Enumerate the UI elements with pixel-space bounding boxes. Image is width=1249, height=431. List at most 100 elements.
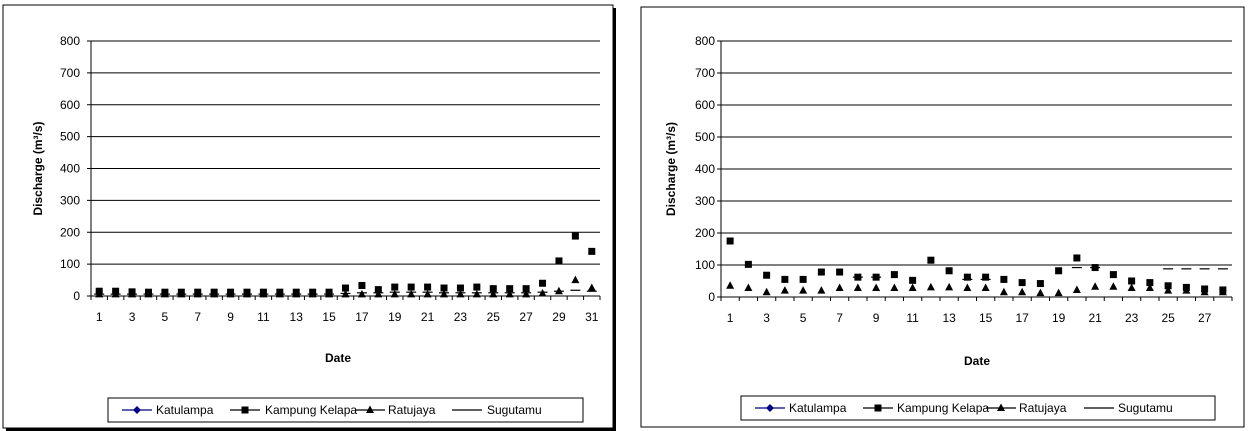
data-point	[853, 283, 862, 292]
data-point	[762, 287, 771, 296]
x-tick-label: 1	[727, 311, 734, 325]
data-point	[981, 283, 990, 292]
y-tick-label: 400	[60, 162, 80, 176]
x-tick-label: 23	[1125, 311, 1139, 325]
data-point	[1000, 275, 1008, 283]
data-point	[423, 289, 432, 298]
data-point	[440, 284, 448, 292]
data-point	[1109, 282, 1118, 290]
data-point	[999, 287, 1008, 296]
data-point	[890, 271, 898, 279]
data-point	[1127, 283, 1136, 292]
data-point	[522, 285, 530, 293]
y-tick-label: 300	[60, 193, 80, 207]
x-tick-label: 31	[585, 310, 599, 324]
legend-label: Ratujaya	[1019, 401, 1067, 415]
data-point	[456, 284, 464, 292]
data-point	[726, 237, 734, 245]
x-tick-label: 3	[129, 310, 136, 324]
data-point	[407, 283, 415, 291]
data-point	[780, 286, 789, 294]
x-tick-label: 3	[763, 311, 770, 325]
data-point	[1164, 286, 1173, 294]
data-point	[927, 256, 935, 264]
data-point	[908, 283, 917, 292]
data-point	[890, 283, 899, 292]
x-tick-label: 5	[162, 310, 169, 324]
data-point	[472, 289, 481, 298]
y-tick-label: 800	[60, 34, 80, 48]
y-axis-title: Discharge (m³/s)	[31, 121, 45, 215]
data-point	[1036, 288, 1045, 297]
legend-marker	[997, 403, 1005, 411]
chart-panel-1: 0 100 200 300 400 500 600 700 800 1 3 5 7 9 11 13 15 17 19…	[0, 0, 624, 431]
y-tick-label: 800	[695, 34, 715, 48]
data-point	[456, 289, 465, 298]
x-tick-label: 21	[421, 310, 435, 324]
x-tick-label: 7	[194, 310, 201, 324]
legend-label: Kampung Kelapa	[265, 403, 357, 417]
data-point	[945, 282, 954, 291]
y-tick-label: 600	[60, 98, 80, 112]
data-point	[571, 275, 580, 284]
x-tick-label: 5	[800, 311, 807, 325]
x-tick-label: 9	[227, 310, 234, 324]
data-point	[1128, 277, 1136, 285]
data-point	[440, 289, 449, 298]
x-tick-label: 7	[836, 311, 843, 325]
legend-box	[740, 395, 1216, 421]
data-point	[799, 275, 807, 283]
legend-marker	[366, 405, 374, 413]
chart-panel-2: 0 100 200 300 400 500 600 700 800 1 3 5 7 9 11 13 15 17 19…	[631, 0, 1249, 431]
data-point	[817, 286, 826, 294]
x-tick-label: 27	[519, 310, 533, 324]
y-tick-label: 100	[60, 257, 80, 271]
data-point	[963, 283, 972, 292]
data-point	[909, 276, 917, 284]
x-tick-label: 15	[322, 310, 336, 324]
legend-label: Ratujaya	[388, 403, 436, 417]
data-point	[982, 273, 990, 281]
data-point	[799, 286, 808, 294]
x-tick-label: 19	[388, 310, 402, 324]
legend-marker	[874, 404, 882, 412]
x-tick-label: 29	[552, 310, 566, 324]
data-point	[342, 284, 349, 292]
x-axis-title: Date	[964, 354, 990, 368]
x-tick-label: 13	[290, 310, 304, 324]
y-tick-label: 200	[60, 225, 80, 239]
data-point	[391, 283, 399, 291]
data-point	[390, 289, 399, 298]
data-point	[555, 257, 563, 265]
y-tick-label: 600	[695, 98, 715, 112]
data-point	[505, 289, 514, 298]
x-tick-label: 9	[873, 311, 880, 325]
data-point	[835, 283, 844, 292]
x-tick-label: 15	[979, 311, 993, 325]
data-point	[587, 283, 596, 292]
data-point	[1200, 287, 1209, 296]
x-tick-label: 27	[1198, 311, 1212, 325]
data-point	[588, 247, 596, 255]
x-tick-label: 25	[1161, 311, 1175, 325]
x-tick-label: 17	[355, 310, 369, 324]
data-point	[374, 289, 383, 298]
data-point	[763, 271, 771, 279]
legend-label: Katulampa	[156, 403, 214, 417]
x-tick-label: 19	[1052, 311, 1066, 325]
legend-box	[107, 397, 584, 423]
data-point	[1218, 287, 1227, 296]
series-sugutamu	[852, 266, 1228, 280]
data-point	[506, 285, 514, 293]
data-point	[489, 289, 498, 298]
data-point	[374, 286, 382, 294]
x-tick-label: 25	[487, 310, 501, 324]
data-point	[489, 285, 497, 293]
legend-label: Sugutamu	[487, 403, 542, 417]
y-tick-label: 700	[695, 66, 715, 80]
legend-marker	[133, 406, 141, 414]
data-point	[1054, 288, 1063, 297]
series-ratujaya	[726, 281, 1227, 297]
